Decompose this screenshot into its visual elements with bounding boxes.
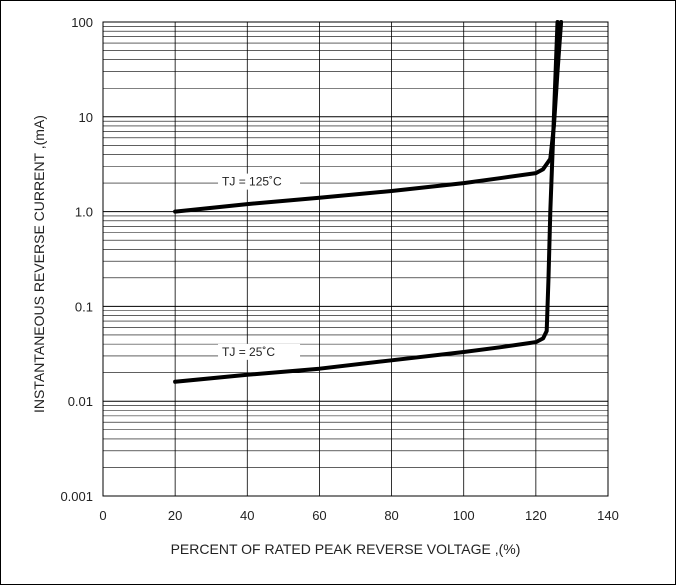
x-tick-label: 140: [597, 508, 619, 523]
x-ticks: 0 20 40 60 80 100 120 140: [99, 508, 618, 523]
x-tick-label: 60: [312, 508, 326, 523]
grid: [103, 22, 608, 497]
x-tick-label: 120: [525, 508, 547, 523]
y-tick-label: 0.01: [68, 394, 93, 409]
x-tick-label: 100: [453, 508, 475, 523]
y-tick-label: 1.0: [75, 205, 93, 220]
y-tick-label: 0.1: [75, 299, 93, 314]
x-tick-label: 40: [240, 508, 254, 523]
x-axis-label: PERCENT OF RATED PEAK REVERSE VOLTAGE ,(…: [171, 541, 521, 557]
y-tick-label: 100: [71, 15, 93, 30]
plot-border: [102, 21, 609, 497]
series-line-1: [173, 20, 560, 384]
series-label-background: [218, 343, 301, 360]
series-label-background: [218, 173, 301, 190]
x-tick-label: 0: [99, 508, 106, 523]
y-tick-label: 0.001: [60, 489, 93, 504]
y-tick-label: 10: [79, 110, 93, 125]
y-ticks: 100 10 1.0 0.1 0.01 0.001: [60, 15, 93, 504]
series-lines: [173, 20, 564, 384]
y-axis-label: INSTANTANEOUS REVERSE CURRENT ,(mA): [31, 115, 47, 413]
series-label-0: TJ = 125˚C: [222, 175, 282, 189]
x-tick-label: 80: [384, 508, 398, 523]
x-tick-label: 20: [168, 508, 182, 523]
series-labels: TJ = 125˚C TJ = 25˚C: [218, 173, 301, 360]
series-label-1: TJ = 25˚C: [222, 345, 275, 359]
